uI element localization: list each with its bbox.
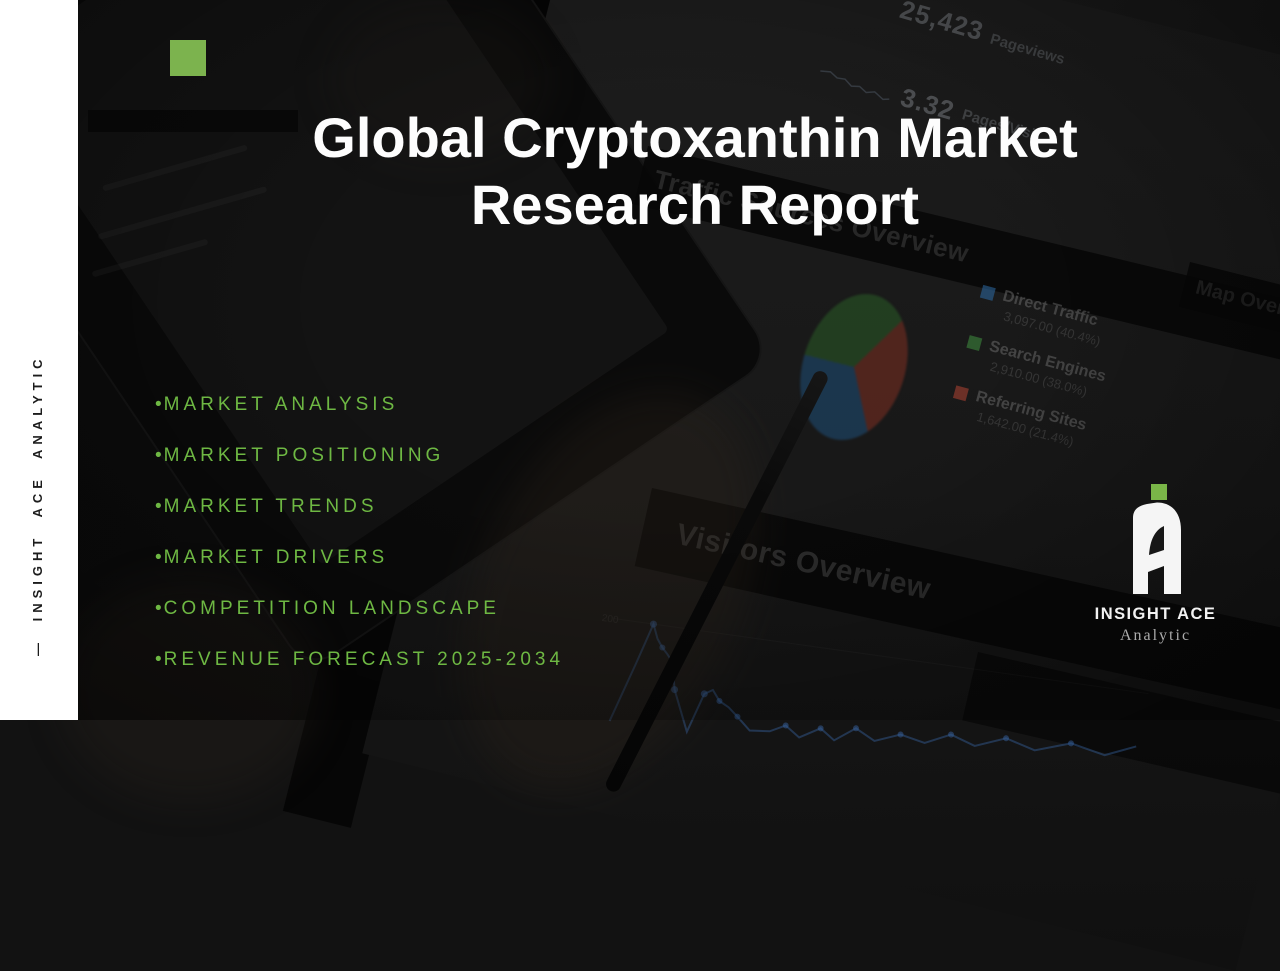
- logo-company-name: INSIGHT ACE: [1094, 604, 1217, 623]
- bullet-icon: •: [155, 547, 163, 568]
- bullet-icon: •: [155, 394, 163, 415]
- sidebar-vertical-text: — INSIGHT ACE ANALYTIC: [30, 354, 45, 656]
- list-item-market-drivers: •MARKET DRIVERS: [155, 547, 564, 568]
- logo-division-name: Analytic: [1119, 627, 1192, 644]
- vignette-overlay: [0, 0, 1280, 720]
- page-title: Global Cryptoxanthin Market Research Rep…: [120, 104, 1270, 238]
- accent-square: [170, 40, 206, 76]
- list-item-label: REVENUE FORECAST 2025-2034: [163, 649, 565, 670]
- title-line-1: Global Cryptoxanthin Market: [312, 106, 1078, 169]
- left-sidebar: — INSIGHT ACE ANALYTIC: [0, 0, 78, 720]
- list-item-label: COMPETITION LANDSCAPE: [163, 598, 500, 619]
- list-item-market-trends: •MARKET TRENDS: [155, 496, 564, 517]
- list-item-market-positioning: •MARKET POSITIONING: [155, 445, 564, 466]
- svg-text:200: 200: [601, 613, 619, 626]
- list-item-label: MARKET POSITIONING: [163, 445, 445, 466]
- company-logo: INSIGHT ACE Analytic: [1083, 484, 1228, 645]
- list-item-label: MARKET ANALYSIS: [163, 394, 399, 415]
- list-item-revenue-forecast: •REVENUE FORECAST 2025-2034: [155, 649, 564, 670]
- bg-stat-pages-visit: 3.32 Pages/Visit: [813, 58, 1043, 151]
- phone-panel-header: [88, 110, 298, 132]
- bullet-icon: •: [155, 496, 163, 517]
- bullet-icon: •: [155, 649, 163, 670]
- topic-list: •MARKET ANALYSIS •MARKET POSITIONING •MA…: [155, 394, 564, 700]
- phone-shadow: [330, 0, 550, 160]
- title-line-2: Research Report: [470, 173, 920, 236]
- bullet-icon: •: [155, 445, 163, 466]
- list-item-label: MARKET TRENDS: [163, 496, 378, 517]
- list-item-competition-landscape: •COMPETITION LANDSCAPE: [155, 598, 564, 619]
- insight-ace-a-mark-icon: [1132, 502, 1181, 594]
- logo-green-square-icon: [1150, 484, 1167, 500]
- sparkline-icon: [820, 69, 890, 100]
- list-item-label: MARKET DRIVERS: [163, 547, 389, 568]
- bullet-icon: •: [155, 598, 163, 619]
- list-item-market-analysis: •MARKET ANALYSIS: [155, 394, 564, 415]
